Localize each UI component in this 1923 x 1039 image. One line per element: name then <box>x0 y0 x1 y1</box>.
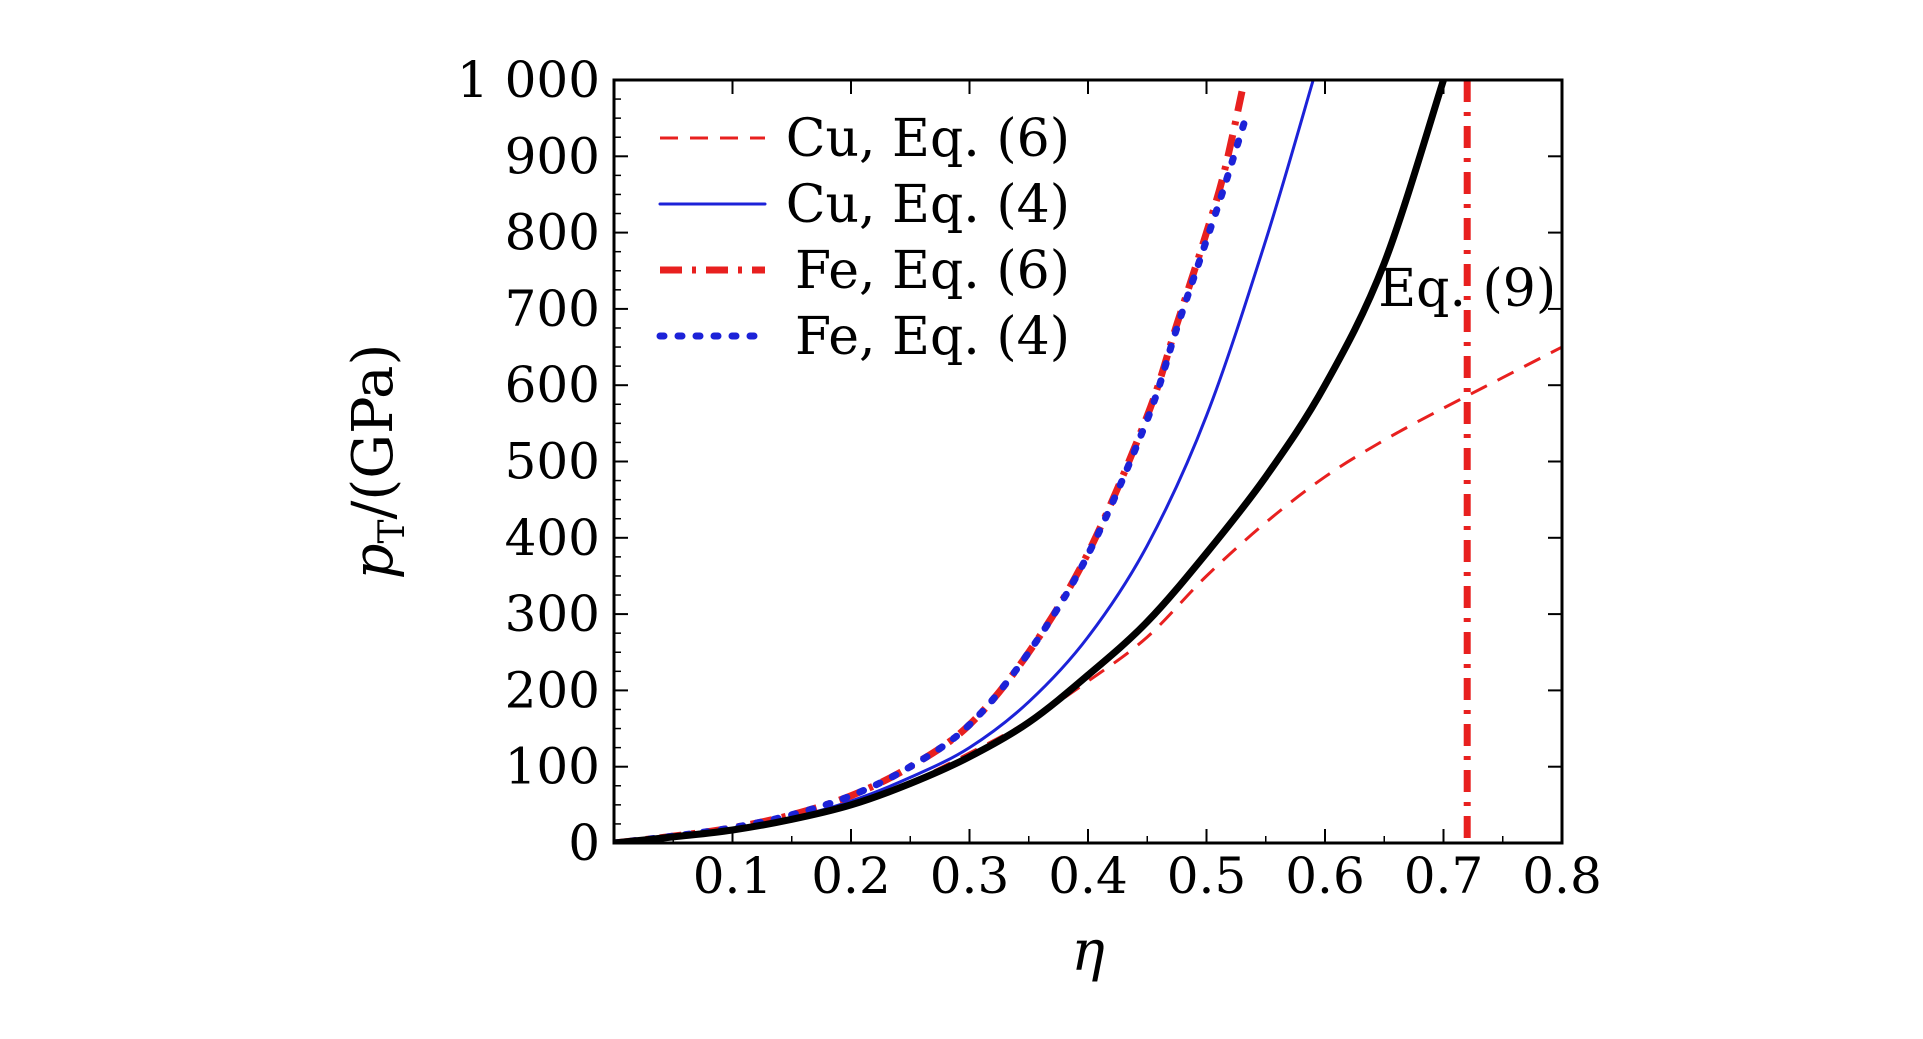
annotation-0: Eq. (9) <box>1378 259 1556 319</box>
annotations-group: Eq. (9) <box>1378 259 1556 319</box>
y-tick-label: 800 <box>505 204 600 262</box>
y-tick-label: 0 <box>568 814 600 872</box>
x-tick-label: 0.1 <box>693 847 773 905</box>
x-tick-label: 0.6 <box>1285 847 1365 905</box>
x-tick-label: 0.5 <box>1167 847 1247 905</box>
x-tick-label: 0.4 <box>1048 847 1128 905</box>
legend-label-2: Fe, Eq. (6) <box>795 241 1070 301</box>
series-line-4 <box>614 80 1447 843</box>
y-tick-label: 700 <box>505 280 600 338</box>
y-tick-label: 900 <box>505 127 600 185</box>
y-tick-label: 1 000 <box>457 51 600 109</box>
y-axis-title: pT/(GPa) <box>341 344 413 580</box>
y-axis-title-subscript: T <box>372 519 413 543</box>
y-tick-label: 100 <box>505 738 600 796</box>
legend-label-1: Cu, Eq. (4) <box>786 175 1070 235</box>
y-tick-label: 300 <box>505 585 600 643</box>
x-tick-label: 0.8 <box>1522 847 1602 905</box>
y-axis: 0 100 200 300 400 500 600 700 800 900 1 000 <box>457 51 1562 872</box>
x-tick-label: 0.3 <box>930 847 1010 905</box>
y-tick-label: 200 <box>505 661 600 719</box>
legend-label-3: Fe, Eq. (4) <box>795 307 1070 367</box>
y-axis-title-symbol: p <box>341 544 406 580</box>
y-tick-label: 400 <box>505 509 600 567</box>
x-tick-label: 0.2 <box>811 847 891 905</box>
y-axis-title-rest: /(GPa) <box>341 344 406 520</box>
x-axis-title: η <box>1071 919 1105 984</box>
legend-label-0: Cu, Eq. (6) <box>786 109 1070 169</box>
plot-frame <box>612 78 1564 845</box>
y-tick-label: 500 <box>505 433 600 491</box>
x-tick-label: 0.7 <box>1404 847 1484 905</box>
series-line-0 <box>614 345 1562 843</box>
x-axis: 0.1 0.2 0.3 0.4 0.5 0.6 0.7 0.8 <box>672 80 1602 905</box>
y-tick-label: 600 <box>505 356 600 414</box>
legend: Cu, Eq. (6)Cu, Eq. (4)Fe, Eq. (6)Fe, Eq.… <box>656 109 1070 367</box>
series-group <box>614 80 1562 843</box>
